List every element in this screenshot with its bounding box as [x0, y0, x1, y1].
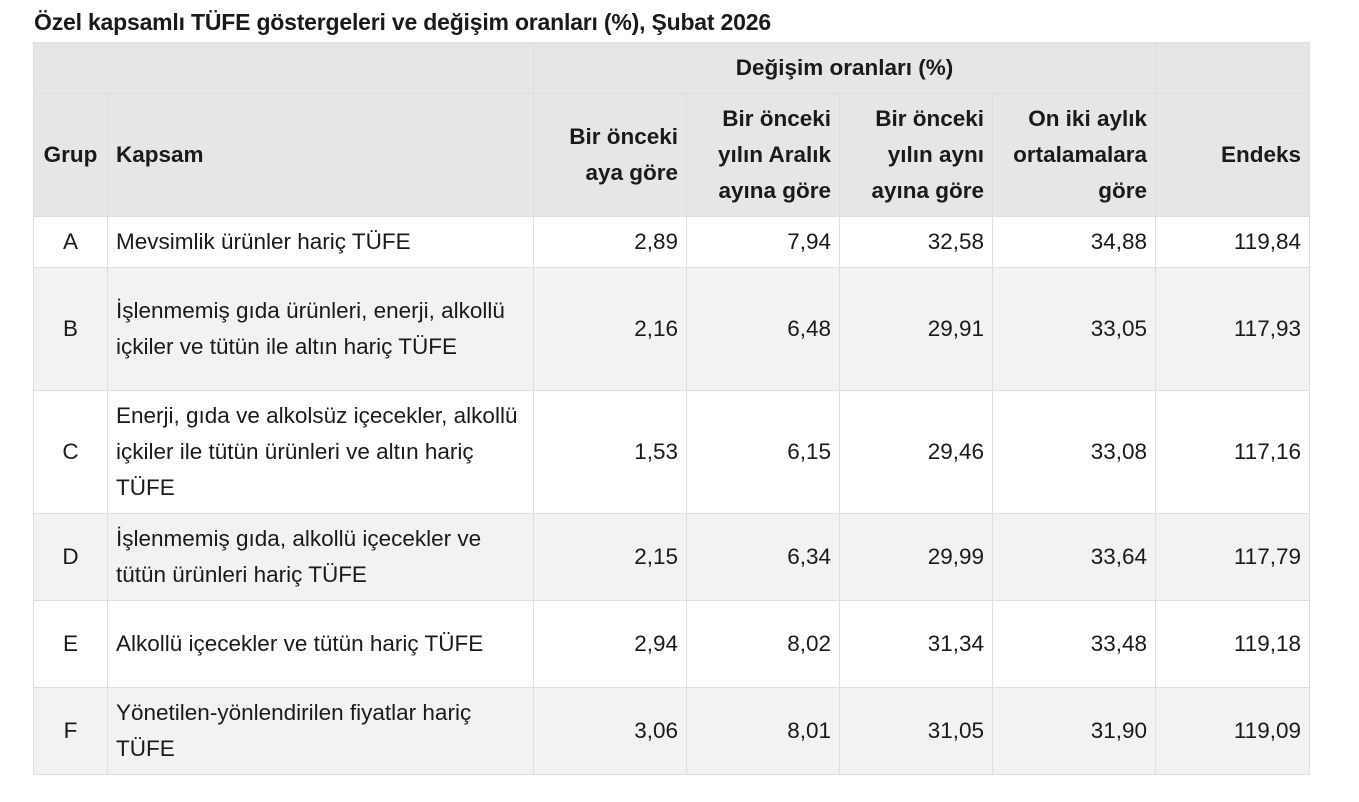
cell-endeks: 119,09 [1155, 687, 1310, 775]
cell-prev-year-month: 31,34 [839, 600, 993, 688]
table-row: F Yönetilen-yönlendirilen fiyatlar hariç… [33, 687, 1310, 775]
table-row: D İşlenmemiş gıda, alkollü içecekler ve … [33, 513, 1310, 601]
col-header-endeks: Endeks [1155, 93, 1310, 217]
table-row: E Alkollü içecekler ve tütün hariç TÜFE … [33, 600, 1310, 688]
cell-prev-year-month: 32,58 [839, 216, 993, 268]
cell-endeks: 117,79 [1155, 513, 1310, 601]
cell-prev-year-month: 29,91 [839, 267, 993, 391]
cell-prev-dec: 8,01 [686, 687, 840, 775]
cell-prev-dec: 7,94 [686, 216, 840, 268]
cell-twelve-month-avg: 31,90 [992, 687, 1156, 775]
header-group-row: Değişim oranları (%) [33, 42, 1310, 94]
cell-kapsam: İşlenmemiş gıda, alkollü içecekler ve tü… [107, 513, 534, 601]
page-title: Özel kapsamlı TÜFE göstergeleri ve değiş… [34, 9, 771, 35]
col-header-prev-dec: Bir önceki yılın Aralık ayına göre [686, 93, 840, 217]
header-blank-cell-right [1155, 42, 1310, 94]
cell-prev-dec: 6,48 [686, 267, 840, 391]
cell-prev-dec: 8,02 [686, 600, 840, 688]
col-header-prev-month: Bir önceki aya göre [533, 93, 687, 217]
cell-twelve-month-avg: 33,08 [992, 390, 1156, 514]
col-header-prev-year-month: Bir önceki yılın aynı ayına göre [839, 93, 993, 217]
cell-endeks: 119,18 [1155, 600, 1310, 688]
cell-grup: A [33, 216, 108, 268]
cell-prev-month: 2,15 [533, 513, 687, 601]
table-row: B İşlenmemiş gıda ürünleri, enerji, alko… [33, 267, 1310, 391]
cpi-table: Değişim oranları (%) Grup Kapsam Bir önc… [33, 42, 1310, 775]
col-header-grup: Grup [33, 93, 108, 217]
change-rates-group-header: Değişim oranları (%) [533, 42, 1156, 94]
table-row: A Mevsimlik ürünler hariç TÜFE 2,89 7,94… [33, 216, 1310, 268]
cell-endeks: 117,93 [1155, 267, 1310, 391]
cell-twelve-month-avg: 33,64 [992, 513, 1156, 601]
header-columns-row: Grup Kapsam Bir önceki aya göre Bir önce… [33, 93, 1310, 217]
col-header-kapsam: Kapsam [107, 93, 534, 217]
cell-prev-month: 3,06 [533, 687, 687, 775]
cell-endeks: 119,84 [1155, 216, 1310, 268]
cell-grup: B [33, 267, 108, 391]
cell-prev-dec: 6,15 [686, 390, 840, 514]
cell-prev-month: 2,89 [533, 216, 687, 268]
cell-prev-year-month: 29,46 [839, 390, 993, 514]
cell-twelve-month-avg: 33,48 [992, 600, 1156, 688]
cell-grup: F [33, 687, 108, 775]
cell-grup: E [33, 600, 108, 688]
cell-grup: D [33, 513, 108, 601]
col-header-twelve-month-avg: On iki aylık ortalamalara göre [992, 93, 1156, 217]
cell-kapsam: Alkollü içecekler ve tütün hariç TÜFE [107, 600, 534, 688]
cell-prev-year-month: 31,05 [839, 687, 993, 775]
header-blank-cell [33, 42, 534, 94]
table-row: C Enerji, gıda ve alkolsüz içecekler, al… [33, 390, 1310, 514]
cell-kapsam: Yönetilen-yönlendirilen fiyatlar hariç T… [107, 687, 534, 775]
cell-prev-month: 2,94 [533, 600, 687, 688]
cell-endeks: 117,16 [1155, 390, 1310, 514]
cell-prev-month: 1,53 [533, 390, 687, 514]
cell-kapsam: Mevsimlik ürünler hariç TÜFE [107, 216, 534, 268]
cell-grup: C [33, 390, 108, 514]
cell-twelve-month-avg: 34,88 [992, 216, 1156, 268]
cell-prev-year-month: 29,99 [839, 513, 993, 601]
cell-prev-month: 2,16 [533, 267, 687, 391]
cell-prev-dec: 6,34 [686, 513, 840, 601]
cell-kapsam: Enerji, gıda ve alkolsüz içecekler, alko… [107, 390, 534, 514]
cell-kapsam: İşlenmemiş gıda ürünleri, enerji, alkoll… [107, 267, 534, 391]
cell-twelve-month-avg: 33,05 [992, 267, 1156, 391]
